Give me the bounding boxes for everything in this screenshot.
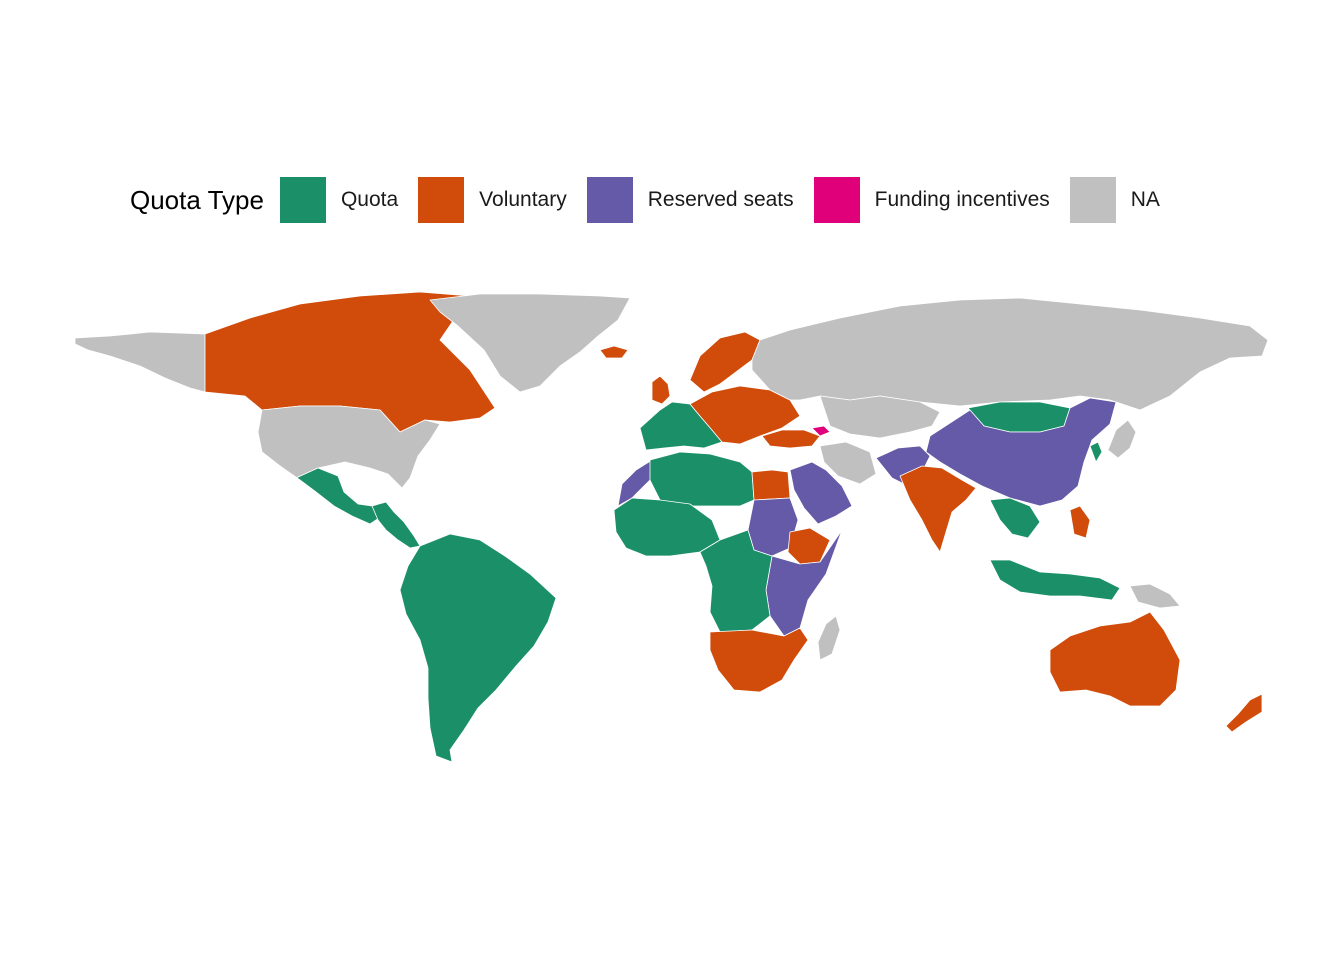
legend-item-quota: Quota [279,177,399,223]
legend-label-reserved-seats: Reserved seats [647,188,794,211]
legend-swatch-na [1069,177,1116,223]
region-arabian-peninsula [789,461,853,525]
region-russia [751,297,1269,411]
region-egypt [751,469,791,501]
region-iran [819,441,877,485]
region-india [899,465,977,553]
region-central-europe [689,385,801,445]
legend-item-funding-incentives: Funding incentives [813,177,1050,223]
region-kazakhstan [819,395,941,439]
region-alaska [74,331,206,393]
legend-label-na: NA [1130,188,1160,211]
region-north-africa [649,451,755,507]
region-united-kingdom [651,375,671,405]
region-australia [1049,611,1181,707]
region-philippines [1069,505,1091,539]
region-indonesia [989,559,1121,601]
region-georgia [811,425,831,437]
region-new-zealand [1225,693,1263,733]
region-iceland [599,345,629,359]
legend-swatch-voluntary [418,177,465,223]
region-central-america [371,501,421,549]
region-south-america [399,533,557,763]
legend-swatch-reserved-seats [586,177,633,223]
region-japan [1107,419,1137,459]
legend-swatch-funding-incentives [813,177,860,223]
region-scandinavia [689,331,761,393]
region-korea [1089,441,1103,463]
legend-swatch-quota [279,177,326,223]
legend-item-voluntary: Voluntary [418,177,567,223]
region-turkey [761,429,821,449]
legend-label-voluntary: Voluntary [479,188,567,211]
legend-item-na: NA [1069,177,1160,223]
region-china [925,397,1117,507]
legend-label-quota: Quota [340,188,399,211]
legend-label-funding-incentives: Funding incentives [874,188,1050,211]
region-central-africa [699,529,773,633]
legend-title: Quota Type [130,184,264,215]
region-madagascar [817,615,841,661]
legend-item-reserved-seats: Reserved seats [586,177,794,223]
region-southeast-asia [989,497,1041,539]
region-papua-new-guinea [1129,583,1181,609]
region-southern-africa [709,627,809,693]
legend: Quota Type Quota Voluntary Reserved seat… [130,177,1180,223]
region-greenland [429,293,631,393]
land-regions [74,291,1269,763]
region-west-africa [613,497,721,557]
